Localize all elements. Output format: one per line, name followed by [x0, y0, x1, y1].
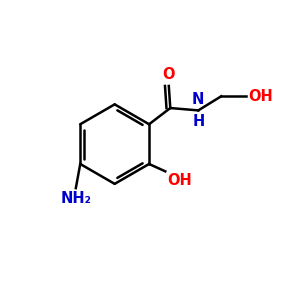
Text: H: H	[192, 114, 204, 129]
Text: O: O	[163, 68, 175, 82]
Text: OH: OH	[167, 173, 192, 188]
Text: OH: OH	[249, 89, 273, 104]
Text: NH₂: NH₂	[60, 191, 91, 206]
Text: N: N	[192, 92, 205, 107]
